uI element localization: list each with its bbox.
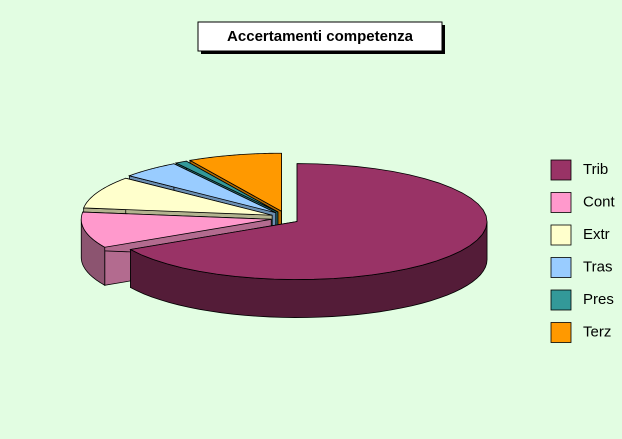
legend-swatch [550,289,572,311]
legend-label: Terz [583,323,611,340]
legend-swatch [550,192,572,213]
chart-title: Accertamenti competenza [227,28,414,45]
legend-swatch [550,159,572,181]
slice [129,163,488,280]
legend-label: Extr [583,226,610,243]
legend-label: Pres [583,291,614,308]
title-box [197,21,443,52]
legend-swatch [550,224,572,246]
slice [127,163,276,214]
legend-swatch [550,257,572,278]
slice [174,160,279,213]
slice [188,152,282,212]
slice [80,211,272,248]
legend-label: Trib [583,161,608,178]
legend-label: Tras [583,258,612,275]
slice [83,177,273,216]
legend-label: Cont [583,193,616,210]
legend-swatch [550,322,572,343]
